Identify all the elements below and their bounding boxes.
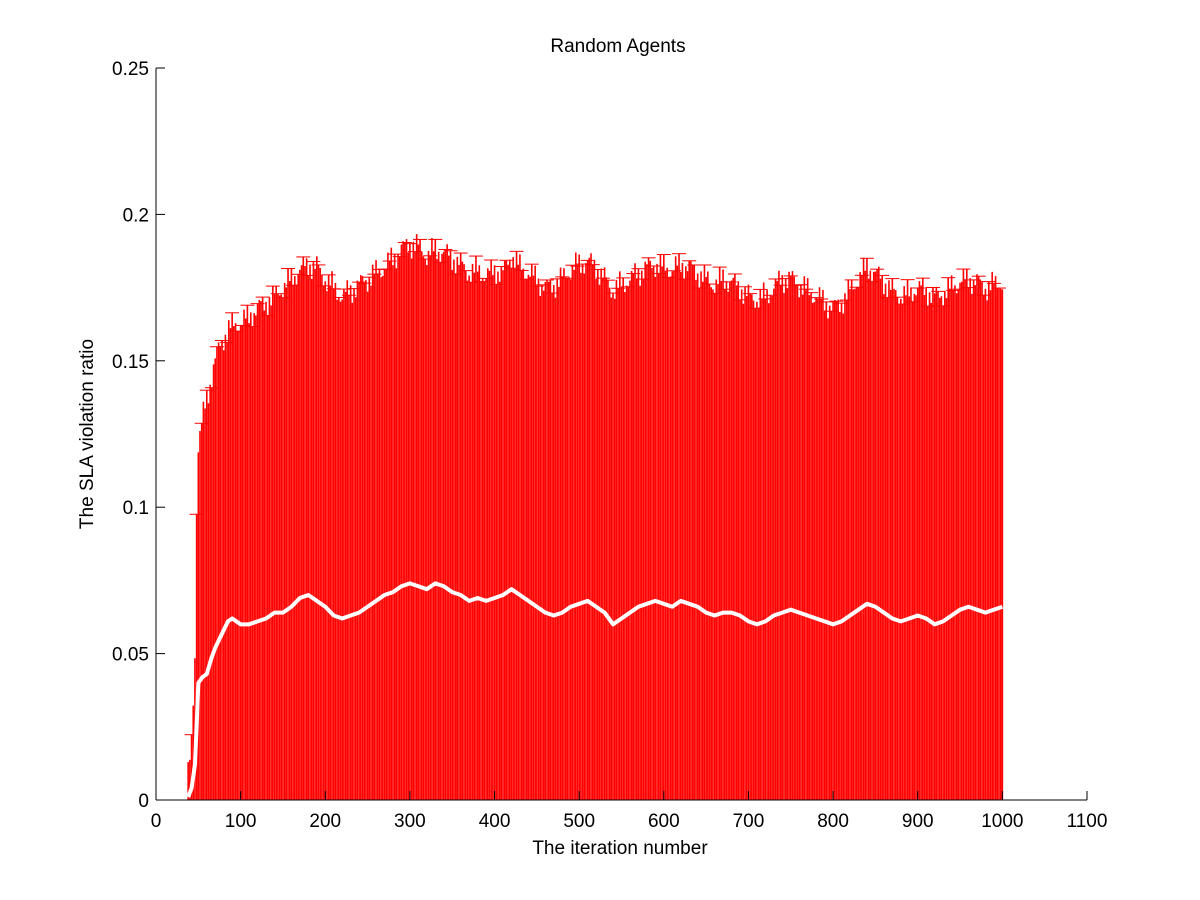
x-tick-label: 200 <box>309 811 341 832</box>
x-tick-label: 500 <box>563 811 595 832</box>
axes <box>155 68 1087 801</box>
x-tick-label: 1000 <box>981 811 1023 832</box>
x-axis-label: The iteration number <box>532 838 708 859</box>
x-tick-label: 900 <box>902 811 934 832</box>
x-tick-label: 1100 <box>1067 811 1108 832</box>
x-tick-label: 100 <box>225 811 257 832</box>
mean-line <box>186 581 1004 798</box>
x-tick-label: 400 <box>479 811 511 832</box>
y-tick-label: 0.25 <box>112 59 149 80</box>
y-tick-label: 0.1 <box>123 498 149 519</box>
y-tick-label: 0 <box>138 791 149 812</box>
y-tick-label: 0.05 <box>112 645 149 666</box>
y-tick-label: 0.2 <box>123 205 149 226</box>
x-axis-ticks: 0 100 200 300 400 500 600 700 800 900 1000 1100 <box>151 791 1108 832</box>
error-bars-layer <box>184 234 1006 800</box>
x-tick-label: 300 <box>394 811 426 832</box>
y-axis-ticks: 0 0.05 0.1 0.15 0.2 0.25 <box>112 59 165 812</box>
y-tick-label: 0.15 <box>112 352 149 373</box>
x-tick-label: 600 <box>648 811 680 832</box>
chart-title: Random Agents <box>550 36 685 57</box>
x-tick-label: 700 <box>733 811 765 832</box>
x-tick-label: 800 <box>817 811 849 832</box>
y-axis-label: The SLA violation ratio <box>77 339 98 529</box>
x-tick-label: 0 <box>151 811 162 832</box>
